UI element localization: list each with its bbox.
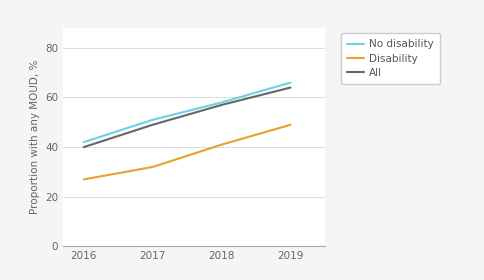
All — [218, 103, 224, 107]
Disability — [81, 178, 87, 181]
No disability — [150, 118, 155, 122]
Disability — [218, 143, 224, 146]
Legend: No disability, Disability, All: No disability, Disability, All — [340, 33, 439, 84]
No disability — [218, 101, 224, 104]
Disability — [150, 165, 155, 169]
Line: No disability: No disability — [84, 83, 290, 142]
All — [81, 145, 87, 149]
No disability — [287, 81, 293, 84]
All — [150, 123, 155, 127]
Line: Disability: Disability — [84, 125, 290, 179]
Line: All: All — [84, 88, 290, 147]
Y-axis label: Proportion with any MOUD, %: Proportion with any MOUD, % — [30, 60, 39, 214]
No disability — [81, 141, 87, 144]
Disability — [287, 123, 293, 127]
All — [287, 86, 293, 89]
